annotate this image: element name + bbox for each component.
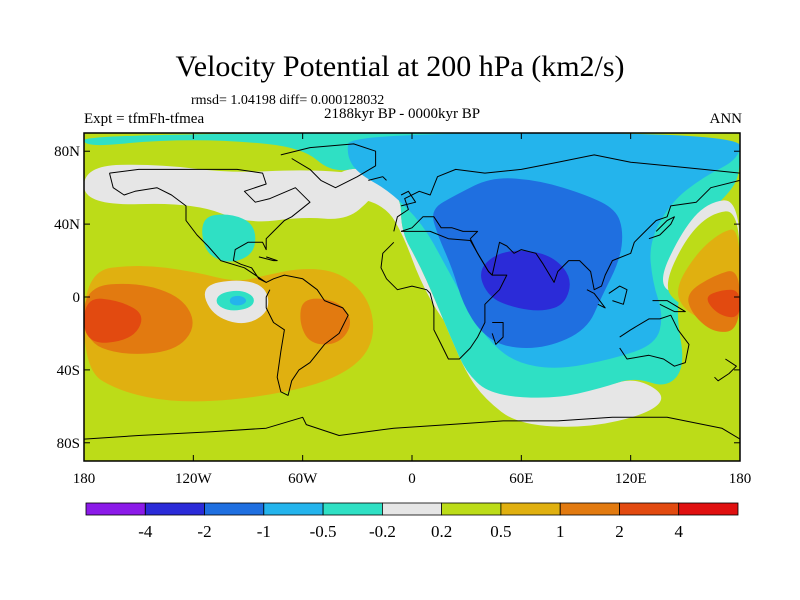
x-tick-label: 180 bbox=[729, 471, 752, 487]
colorbar-swatch bbox=[85, 502, 146, 516]
coastline-greenland bbox=[280, 143, 377, 189]
colorbar-label: 2 bbox=[615, 522, 624, 541]
period-label: 2188kyr BP - 0000kyr BP bbox=[324, 106, 481, 122]
y-tick-label: 80N bbox=[54, 144, 80, 160]
field-core-negative bbox=[481, 250, 570, 311]
coastline-south-america bbox=[265, 274, 349, 396]
colorbar: -4 -2 -1 -0.5 -0.2 0.2 0.5 1 2 4 bbox=[85, 502, 739, 541]
colorbar-label: 0.5 bbox=[490, 522, 511, 541]
coastline-iceland bbox=[368, 176, 387, 181]
coastlines bbox=[84, 143, 740, 440]
coastline-australia bbox=[619, 314, 690, 367]
colorbar-label: -0.2 bbox=[369, 522, 396, 541]
coastline-new-zealand bbox=[714, 358, 737, 382]
colorbar-label: -4 bbox=[138, 522, 153, 541]
y-tick-label: 40S bbox=[57, 363, 80, 379]
coastline-new-guinea bbox=[652, 300, 686, 313]
colorbar-swatch bbox=[322, 502, 383, 516]
axis-ticks: 180 120W 60W 0 60E 120E 180 80N 40N 0 40S 80S bbox=[54, 133, 751, 487]
field-pacific-positive bbox=[84, 298, 142, 343]
field-polar-neutral bbox=[84, 164, 381, 222]
colorbar-label: 0.2 bbox=[431, 522, 452, 541]
colorbar-swatch bbox=[678, 502, 739, 516]
colorbar-swatch bbox=[500, 502, 561, 516]
coastline-cuba bbox=[258, 256, 278, 262]
y-tick-label: 80S bbox=[57, 436, 80, 452]
colorbar-swatch bbox=[263, 502, 324, 516]
coastline-antarctica bbox=[84, 416, 740, 440]
colorbar-swatch bbox=[619, 502, 680, 516]
field-westpac-positive bbox=[707, 289, 740, 318]
colorbar-label: 4 bbox=[674, 522, 683, 541]
coastline-africa bbox=[380, 230, 508, 360]
colorbar-label: 1 bbox=[556, 522, 565, 541]
colorbar-swatch bbox=[144, 502, 206, 516]
y-tick-label: 40N bbox=[54, 217, 80, 233]
contour-fields bbox=[84, 133, 740, 452]
colorbar-label: -1 bbox=[257, 522, 271, 541]
x-tick-label: 60E bbox=[509, 471, 533, 487]
field-caribbean-negative bbox=[202, 214, 256, 262]
coastline-north-america bbox=[109, 168, 311, 283]
x-tick-label: 0 bbox=[408, 471, 416, 487]
colorbar-swatch bbox=[559, 502, 620, 516]
colorbar-swatch bbox=[441, 502, 502, 516]
coastline-britain bbox=[400, 190, 417, 207]
colorbar-label: -0.5 bbox=[310, 522, 337, 541]
chart-title: Velocity Potential at 200 hPa (km2/s) bbox=[175, 50, 625, 83]
coastline-madagascar bbox=[491, 322, 504, 345]
x-tick-label: 180 bbox=[73, 471, 96, 487]
experiment-label: Expt = tfmFh-tfmea bbox=[84, 111, 205, 127]
colorbar-label: -2 bbox=[197, 522, 211, 541]
x-tick-label: 120E bbox=[615, 471, 647, 487]
field-pacific-negative bbox=[229, 295, 247, 306]
coastline-sumatra bbox=[586, 289, 606, 309]
coastline-borneo bbox=[608, 285, 628, 305]
stats-label: rmsd= 1.04198 diff= 0.000128032 bbox=[191, 93, 385, 108]
colorbar-swatch bbox=[381, 502, 443, 516]
x-tick-label: 120W bbox=[175, 471, 213, 487]
x-tick-label: 60W bbox=[288, 471, 318, 487]
y-tick-label: 0 bbox=[73, 290, 81, 306]
colorbar-swatch bbox=[204, 502, 265, 516]
season-label: ANN bbox=[709, 111, 743, 127]
coastline-japan bbox=[648, 216, 675, 240]
field-amazon-positive bbox=[300, 298, 351, 345]
